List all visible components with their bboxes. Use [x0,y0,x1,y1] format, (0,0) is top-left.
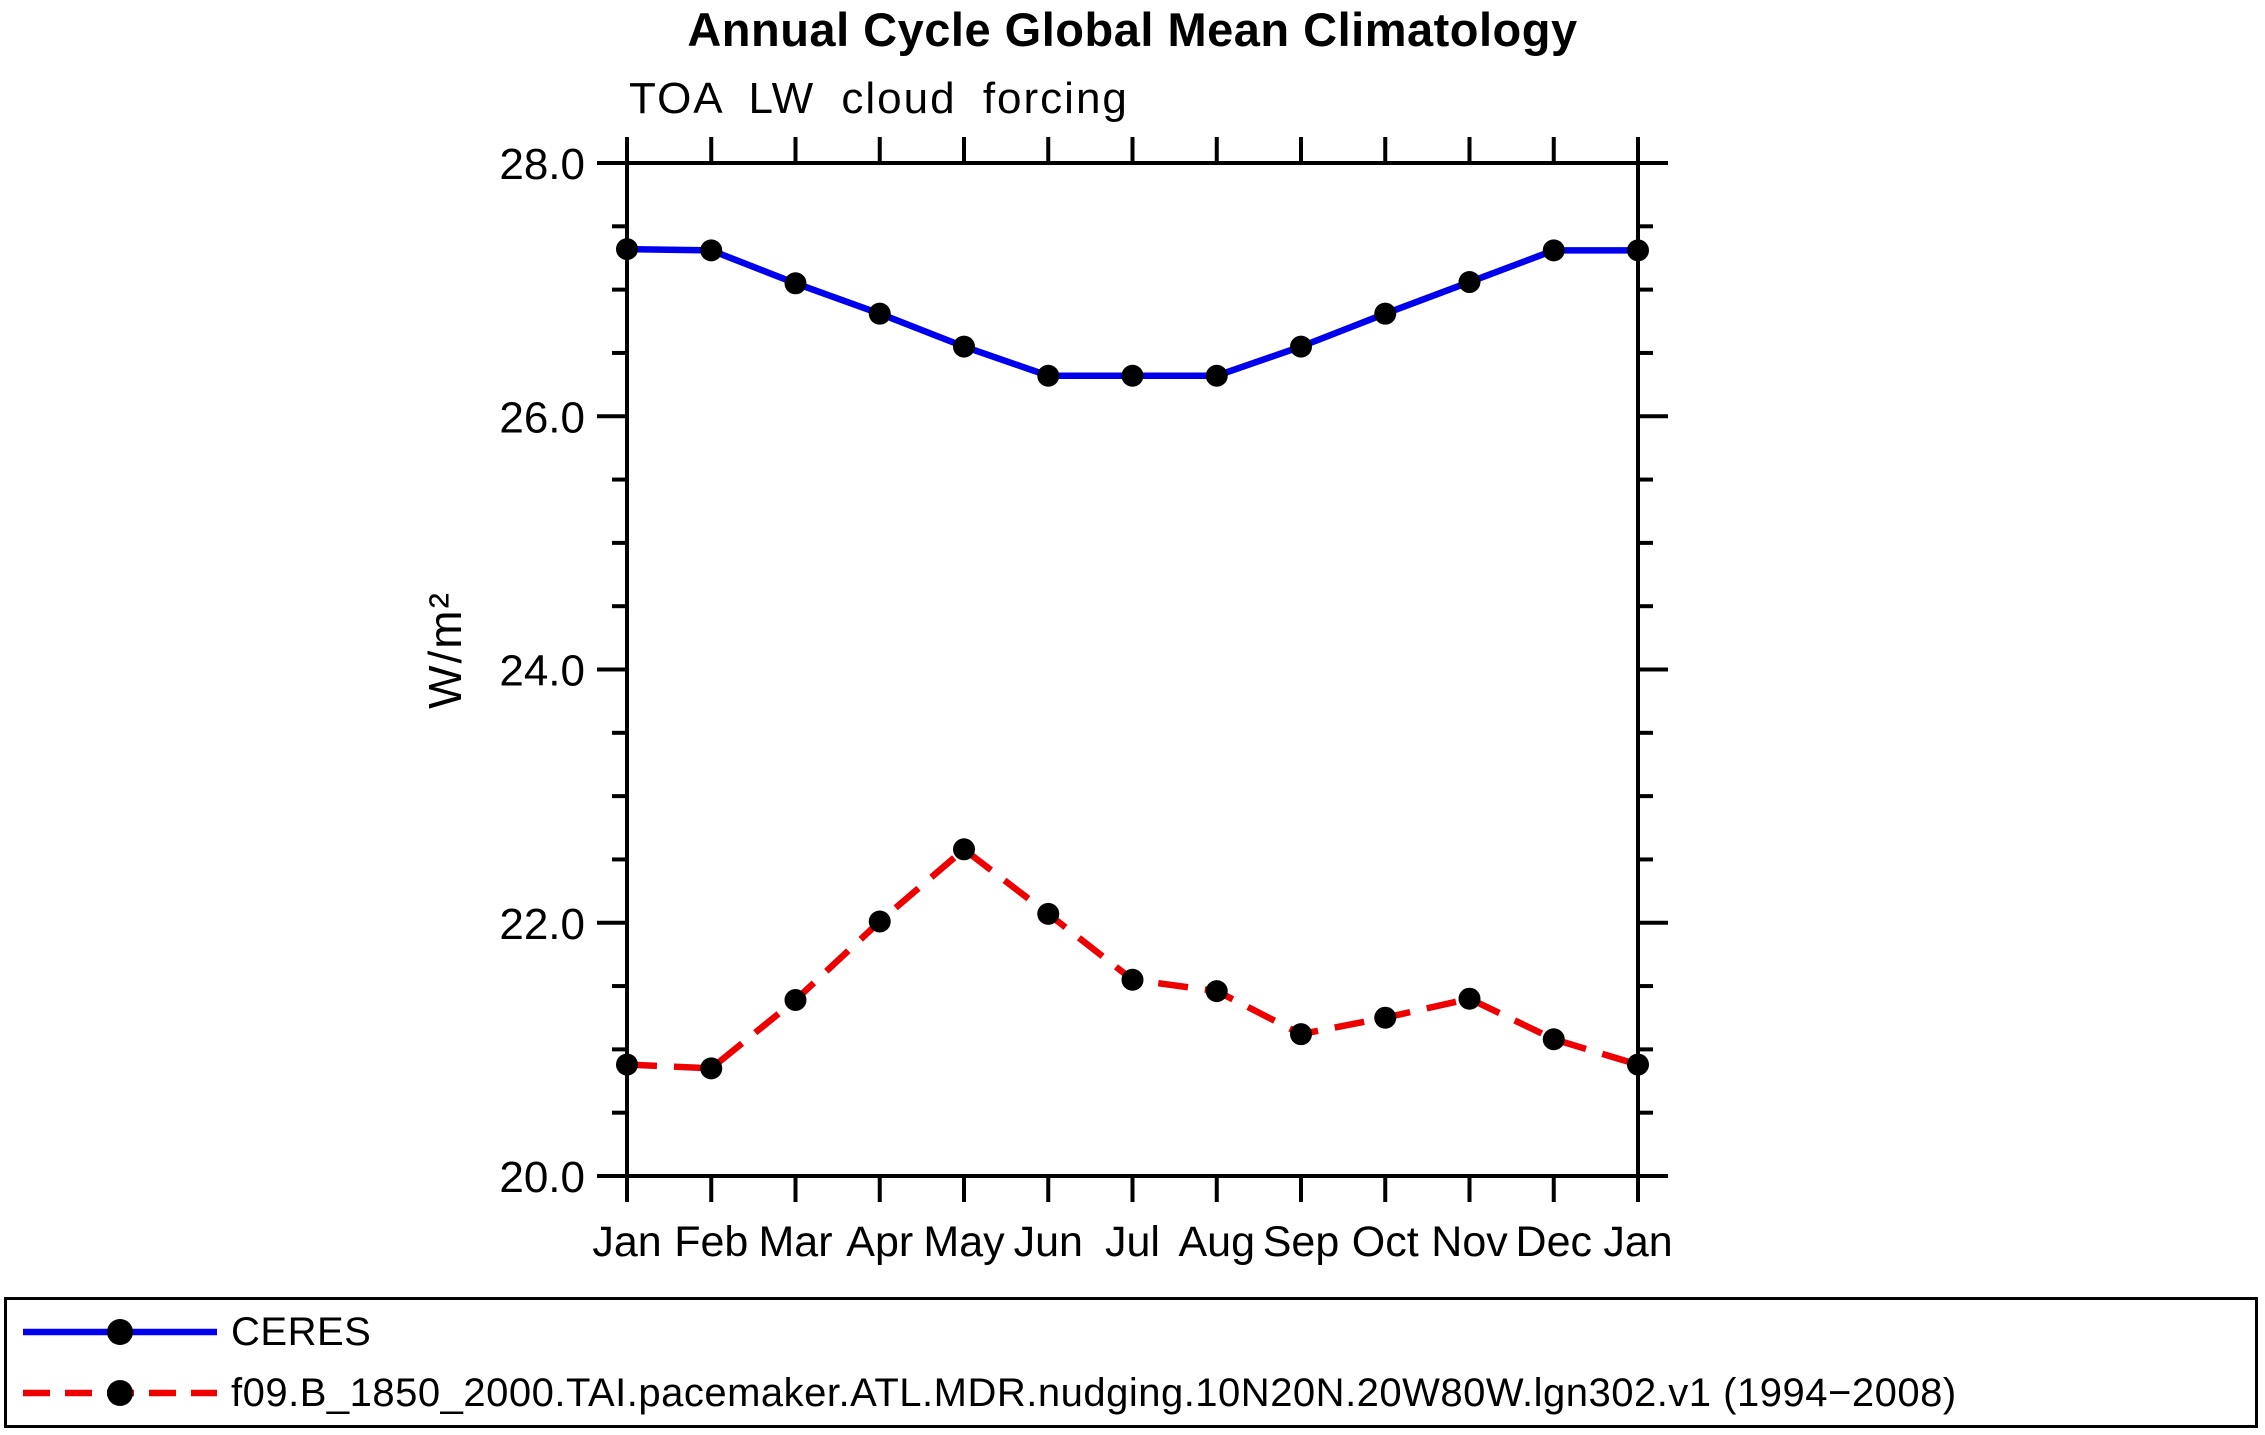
data-point-marker [1458,987,1481,1010]
data-point-marker [1290,1023,1312,1046]
x-tick-label: Nov [1431,1218,1508,1266]
model-series [616,838,1649,1080]
data-point-marker [1627,239,1649,262]
ceres-series [616,238,1649,387]
model-sample-marker-icon [107,1380,133,1406]
y-tick-label: 22.0 [499,900,585,949]
data-point-marker [1542,1028,1565,1051]
y-tick-label: 28.0 [499,140,585,189]
data-point-marker [616,238,638,261]
y-tick-label: 24.0 [499,647,585,696]
data-point-marker [953,838,975,861]
x-axis-ticks [625,137,1640,1202]
x-tick-label: Mar [758,1218,832,1266]
series-line [626,845,1639,1072]
x-tick-label: Dec [1516,1218,1592,1266]
x-tick-label: Feb [674,1218,748,1266]
data-point-marker [1458,271,1481,294]
y-axis-ticks [597,161,1668,1178]
x-tick-label: Oct [1352,1218,1419,1266]
plot-frame [625,161,1640,1178]
x-tick-label: Jul [1105,1218,1160,1266]
x-tick-label: May [923,1218,1005,1266]
data-point-marker [1205,980,1228,1003]
x-tick-label: Jan [592,1218,661,1266]
x-tick-label: Sep [1263,1218,1340,1266]
model-line-sample [23,1380,217,1406]
data-point-marker [700,239,723,262]
series-line [626,245,1638,379]
y-tick-label: 26.0 [499,393,585,442]
legend-box: CERES f09.B_1850_2000.TAI.pacemaker.ATL.… [4,1297,2258,1428]
data-point-marker [700,1057,723,1080]
data-point-marker [868,910,891,933]
data-point-marker [1037,902,1060,925]
chart-title: Annual Cycle Global Mean Climatology [687,3,1578,56]
legend-item-model: f09.B_1850_2000.TAI.pacemaker.ATL.MDR.nu… [17,1364,2255,1422]
data-point-marker [1290,335,1312,358]
x-axis-tick-labels: Jan Feb Mar Apr May Jun Jul Aug Sep Oct Nov Dec Jan [592,1218,1672,1266]
data-point-marker [1037,364,1060,387]
ceres-line-sample [23,1319,217,1345]
x-tick-label: Apr [846,1218,913,1266]
data-point-marker [1627,1053,1649,1076]
data-point-marker [616,1053,638,1076]
legend-item-ceres: CERES [17,1303,2255,1361]
data-point-marker [1542,239,1565,262]
data-point-marker [1205,364,1228,387]
data-point-marker [784,988,807,1011]
data-point-marker [1121,968,1144,991]
data-point-marker [1374,302,1397,325]
y-axis-tick-labels: 28.0 26.0 24.0 22.0 20.0 [499,140,585,1202]
data-point-marker [1374,1006,1397,1029]
legend-label-model: f09.B_1850_2000.TAI.pacemaker.ATL.MDR.nu… [231,1370,1957,1415]
data-point-marker [953,335,975,358]
ceres-sample-marker-icon [107,1319,133,1345]
data-point-marker [868,302,891,325]
x-tick-label: Aug [1178,1218,1255,1266]
x-tick-label: Jun [1014,1218,1083,1266]
legend-label-ceres: CERES [231,1309,372,1354]
chart-subtitle: TOA LW cloud forcing [629,74,1129,123]
x-tick-label: Jan [1603,1218,1672,1266]
data-point-marker [1121,364,1144,387]
data-point-marker [784,272,807,295]
y-tick-label: 20.0 [499,1153,585,1202]
